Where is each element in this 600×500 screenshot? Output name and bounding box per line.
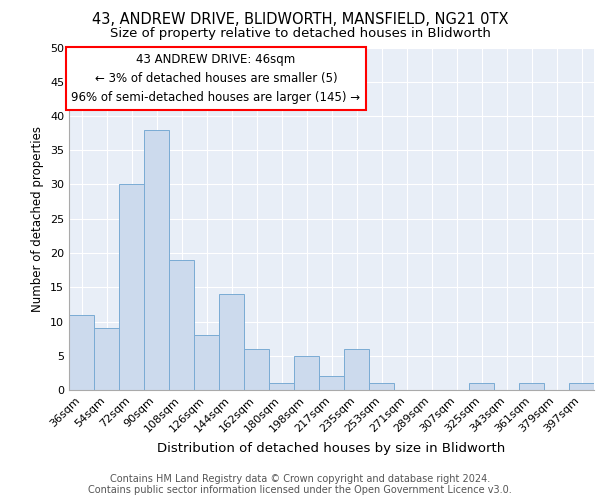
Bar — [519, 383, 544, 390]
Bar — [244, 349, 269, 390]
Bar — [169, 260, 194, 390]
Bar — [344, 349, 369, 390]
X-axis label: Distribution of detached houses by size in Blidworth: Distribution of detached houses by size … — [157, 442, 506, 455]
Bar — [569, 383, 594, 390]
Bar — [269, 383, 294, 390]
Bar — [94, 328, 119, 390]
Bar — [369, 383, 394, 390]
Bar — [119, 184, 144, 390]
Text: 43 ANDREW DRIVE: 46sqm
← 3% of detached houses are smaller (5)
96% of semi-detac: 43 ANDREW DRIVE: 46sqm ← 3% of detached … — [71, 52, 361, 104]
Bar — [219, 294, 244, 390]
Text: Contains HM Land Registry data © Crown copyright and database right 2024.: Contains HM Land Registry data © Crown c… — [110, 474, 490, 484]
Text: Size of property relative to detached houses in Blidworth: Size of property relative to detached ho… — [110, 28, 490, 40]
Bar — [469, 383, 494, 390]
Bar — [144, 130, 169, 390]
Bar — [294, 356, 319, 390]
Y-axis label: Number of detached properties: Number of detached properties — [31, 126, 44, 312]
Bar — [69, 314, 94, 390]
Text: 43, ANDREW DRIVE, BLIDWORTH, MANSFIELD, NG21 0TX: 43, ANDREW DRIVE, BLIDWORTH, MANSFIELD, … — [92, 12, 508, 28]
Bar — [319, 376, 344, 390]
Text: Contains public sector information licensed under the Open Government Licence v3: Contains public sector information licen… — [88, 485, 512, 495]
Bar — [194, 335, 219, 390]
